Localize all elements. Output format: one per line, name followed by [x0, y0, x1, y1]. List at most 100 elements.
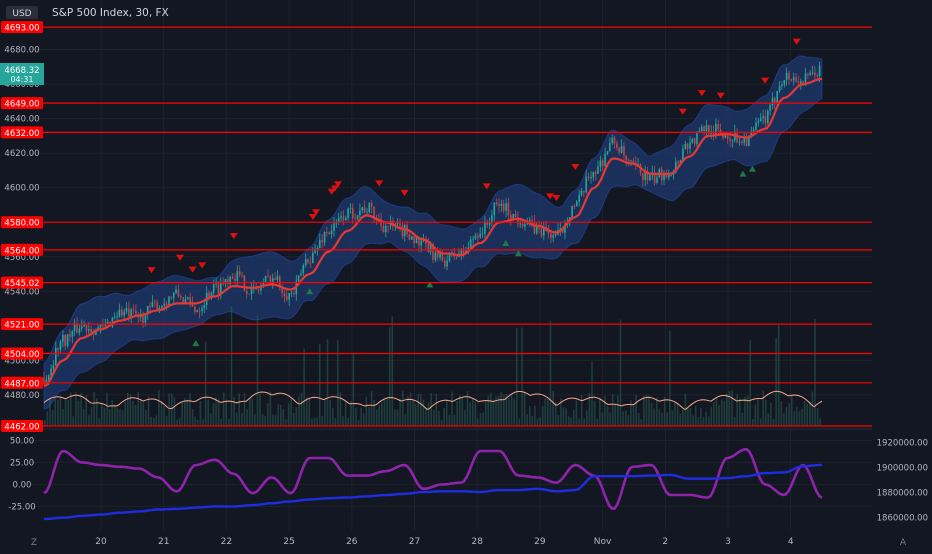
candle-body [802, 81, 804, 83]
candle-body [194, 306, 196, 312]
level-badge: 4545.02 [1, 276, 43, 289]
candle-body [316, 248, 319, 251]
candle-body [92, 332, 95, 335]
level-badge-text: 4545.02 [4, 279, 39, 289]
price-pane[interactable] [30, 0, 872, 428]
candle-body [420, 241, 422, 246]
candle-body [76, 323, 78, 333]
candle-body [486, 221, 488, 225]
candle-body [328, 232, 331, 235]
volume-bar [433, 409, 435, 426]
indicator-lines [43, 447, 823, 521]
volume-axis-labels[interactable]: 1920000.00 1900000.00 1880000.00 1860000.00 [877, 438, 928, 523]
candle-body [340, 216, 342, 218]
volume-bar [754, 404, 757, 426]
candle-body [161, 305, 163, 308]
volume-bar [477, 418, 479, 426]
indicator-axis-labels[interactable]: 50.00 25.00 0.00 -25.00 [8, 436, 35, 512]
candle-body [752, 129, 755, 132]
candle-body [102, 324, 104, 326]
volume-bar [624, 410, 627, 426]
volume-bar [375, 409, 378, 426]
volume-bar [57, 399, 59, 426]
volume-bar [165, 415, 168, 426]
volume-bar [461, 397, 464, 426]
volume-bar [469, 402, 471, 426]
volume-bar [280, 404, 282, 426]
volume-bar [152, 417, 155, 426]
volume-bar [352, 352, 355, 426]
price-axis-label: 4620.00 [4, 149, 39, 159]
volume-bar [293, 412, 295, 426]
candle-body [290, 292, 293, 294]
volume-bar [155, 415, 158, 426]
volume-bar [573, 409, 575, 426]
candle-body [715, 124, 717, 134]
volume-bar [801, 408, 803, 426]
price-axis-labels[interactable]: 4680.00 4660.00 4640.00 4620.00 4600.00 4560.… [4, 46, 39, 401]
candle-body [623, 146, 625, 156]
volume-bar [425, 408, 427, 426]
candle-body [705, 125, 708, 132]
level-badge-bg [1, 276, 43, 289]
volume-bar [303, 348, 305, 426]
volume-bar [663, 396, 666, 426]
candle-body [425, 239, 427, 244]
volume-bar [650, 403, 653, 426]
volume-bar [630, 400, 632, 426]
volume-bar [656, 397, 658, 426]
candle-body [321, 240, 323, 243]
buy-signal-marker [502, 239, 510, 246]
volume-bar [531, 415, 534, 426]
volume-bar [611, 393, 614, 426]
sell-signal-marker [375, 180, 384, 187]
horizontal-levels[interactable] [30, 26, 872, 427]
volume-bar [604, 395, 606, 426]
candle-body [785, 72, 788, 81]
volume-bar [466, 391, 469, 426]
volume-bar [746, 395, 749, 426]
volume-bar [370, 391, 373, 426]
candle-body [446, 260, 448, 267]
envelope-band [43, 55, 823, 410]
indicator-pane[interactable] [30, 430, 872, 530]
candle-body [788, 72, 790, 80]
volume-bar [759, 418, 762, 426]
price-axis-label: 4480.00 [4, 391, 39, 401]
volume-bar [163, 406, 165, 426]
sell-signal-marker [792, 38, 801, 45]
volume-bar [287, 403, 290, 426]
volume-bar [355, 407, 357, 426]
volume-bar [474, 402, 477, 426]
volume-bar [783, 412, 785, 426]
candle-body [561, 228, 564, 233]
volume-bar [702, 417, 705, 426]
time-axis-labels[interactable]: 20 21 22 25 26 27 28 29 Nov 2 3 4 [95, 537, 794, 547]
volume-bar [490, 392, 492, 426]
candle-body [274, 278, 276, 280]
candle-body [418, 237, 420, 246]
sell-signal-marker [327, 188, 336, 195]
candle-body [429, 244, 432, 252]
volume-bar [676, 402, 679, 426]
candle-body [208, 292, 210, 298]
currency-badge[interactable] [6, 6, 38, 19]
zoom-tool-icon[interactable]: Z [31, 538, 37, 548]
candle-body [729, 138, 731, 142]
candle-body [387, 226, 389, 227]
symbol-title[interactable]: S&P 500 Index, 30, FX [52, 7, 169, 19]
volume-bar [103, 407, 106, 426]
volume-bar [412, 400, 414, 426]
volume-bar [718, 405, 720, 426]
volume-bar [264, 415, 266, 426]
sell-signal-marker [198, 262, 207, 269]
volume-bar [723, 401, 726, 426]
auto-scale-button[interactable]: A [900, 538, 907, 548]
blue-indicator-line [43, 463, 823, 521]
volume-bar [235, 412, 238, 426]
candle-body [297, 275, 300, 281]
oscillator-path [43, 390, 823, 410]
candle-body [703, 126, 705, 132]
